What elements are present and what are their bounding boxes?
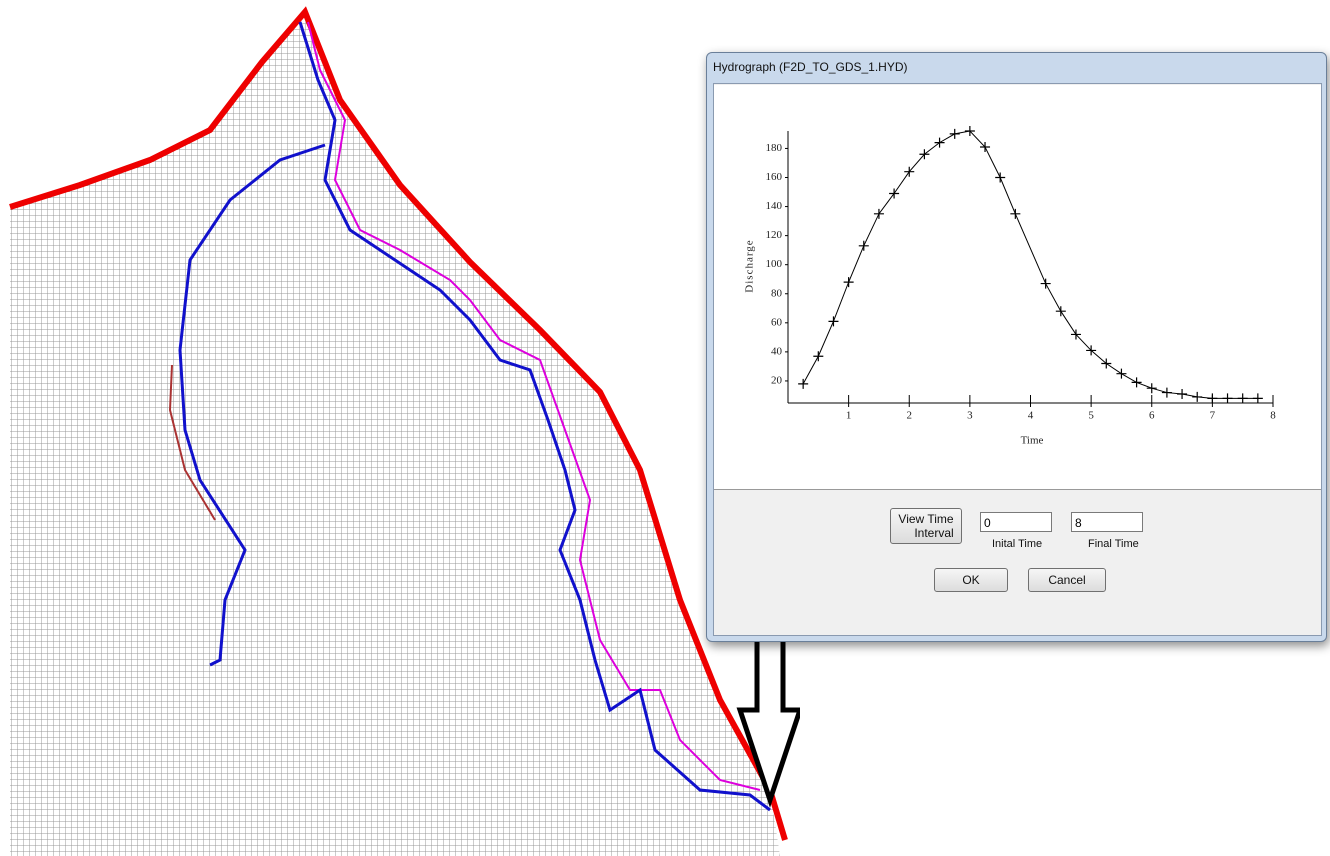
x-tick-label: 3 (967, 410, 973, 422)
data-marker (1207, 393, 1218, 404)
data-marker (798, 378, 809, 389)
data-marker (1252, 393, 1263, 404)
data-marker (828, 316, 839, 327)
x-tick-label: 4 (1028, 410, 1034, 422)
x-tick-label: 8 (1270, 410, 1276, 422)
y-tick-label: 80 (771, 287, 783, 299)
y-tick-label: 140 (766, 200, 783, 212)
data-marker (858, 240, 869, 251)
data-marker (964, 126, 975, 136)
final-time-label: Final Time (1088, 538, 1139, 550)
dialog-body: Time Discharge 20 40 60 80 100 120 140 160 180 1 2… (713, 83, 1322, 636)
channel (298, 21, 771, 812)
ok-button[interactable]: OK (934, 568, 1008, 592)
data-marker (980, 141, 991, 152)
data-marker (904, 166, 915, 177)
data-marker (1070, 329, 1081, 340)
data-marker (995, 172, 1006, 183)
data-marker (1237, 393, 1248, 404)
initial-time-label: Inital Time (992, 538, 1043, 550)
data-marker (1131, 377, 1142, 388)
data-marker (1055, 306, 1066, 317)
hydrograph-dialog: Hydrograph (F2D_TO_GDS_1.HYD) Time Disch… (706, 52, 1327, 642)
y-tick-label: 60 (771, 316, 783, 328)
button-text: View Time (898, 512, 954, 526)
y-tick-label: 160 (766, 171, 783, 183)
final-time-input[interactable]: 8 (1071, 512, 1143, 532)
data-marker (873, 208, 884, 219)
x-tick-label: 2 (907, 410, 913, 422)
mesh-map (9, 6, 800, 856)
data-marker (1086, 345, 1097, 356)
y-axis-label: Discharge (744, 239, 756, 292)
data-marker (1161, 387, 1172, 398)
channel-bank (307, 21, 761, 791)
flow-path (178, 143, 326, 667)
data-marker (843, 277, 854, 288)
boundary (9, 6, 788, 841)
y-tick-label: 100 (766, 258, 783, 270)
y-tick-label: 180 (766, 142, 783, 154)
x-tick-label: 1 (846, 410, 852, 422)
data-marker (889, 188, 900, 199)
initial-time-input[interactable]: 0 (980, 512, 1052, 532)
y-tick-label: 20 (771, 374, 783, 386)
view-time-interval-button[interactable]: View Time Interval (890, 508, 962, 544)
x-tick-label: 5 (1088, 410, 1094, 422)
data-marker (1146, 383, 1157, 394)
data-marker (1101, 358, 1112, 369)
x-tick-label: 6 (1149, 410, 1155, 422)
data-marker (934, 137, 945, 148)
data-marker (919, 149, 930, 160)
data-marker (1177, 389, 1188, 400)
x-axis-label: Time (1021, 435, 1044, 447)
data-marker (813, 351, 824, 362)
data-marker (949, 128, 960, 139)
x-tick-label: 7 (1210, 410, 1216, 422)
data-marker (1040, 278, 1051, 289)
data-marker (1116, 368, 1127, 379)
dialog-title: Hydrograph (F2D_TO_GDS_1.HYD) (713, 60, 908, 74)
flow-path-alt (168, 364, 216, 521)
data-marker (1222, 393, 1233, 404)
hydrograph-chart: Time Discharge 20 40 60 80 100 120 140 160 180 1 2… (714, 85, 1321, 490)
grid-domain (10, 12, 780, 856)
cancel-button[interactable]: Cancel (1028, 568, 1106, 592)
data-marker (1192, 391, 1203, 402)
button-text: Interval (914, 526, 954, 540)
y-tick-label: 40 (771, 345, 783, 357)
series-line (802, 130, 1258, 399)
data-marker (1010, 208, 1021, 219)
y-tick-label: 120 (766, 229, 783, 241)
